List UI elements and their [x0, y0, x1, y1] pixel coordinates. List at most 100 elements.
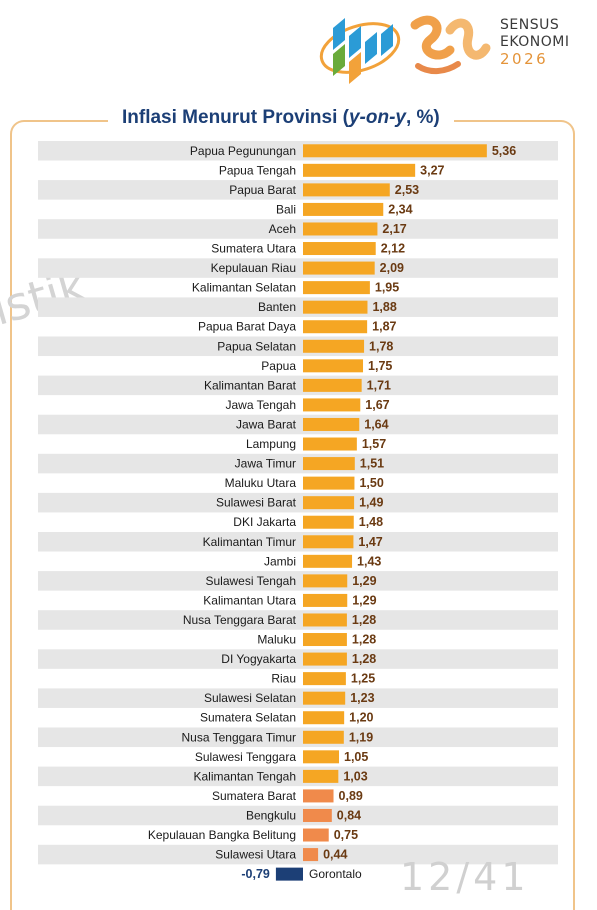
title-end: , %) [405, 107, 440, 128]
bar [303, 535, 354, 549]
row-stripe [38, 844, 558, 865]
value-label: 0,89 [339, 789, 363, 803]
value-label: 1,25 [351, 672, 375, 686]
value-label: 1,28 [352, 613, 376, 627]
bar [303, 750, 340, 764]
bar [303, 554, 353, 568]
category-label: Papua Tengah [219, 163, 296, 177]
bar [303, 457, 355, 471]
category-label: Kalimantan Tengah [193, 769, 296, 783]
category-label: Bali [276, 202, 296, 216]
bar [303, 202, 384, 216]
row-stripe [38, 414, 558, 435]
bar [303, 242, 376, 256]
bar [303, 652, 347, 666]
bar [303, 417, 360, 431]
bar [303, 672, 346, 686]
category-label: Nusa Tenggara Barat [183, 613, 297, 627]
page-number: 12/41 [400, 855, 530, 899]
category-label: Kepulauan Riau [211, 261, 296, 275]
bar [303, 633, 347, 647]
row-stripe [38, 649, 558, 669]
row-stripe [38, 571, 558, 591]
bar [303, 222, 378, 236]
value-label: 1,64 [364, 417, 388, 431]
bar [303, 261, 375, 275]
value-label: 1,49 [359, 496, 383, 510]
bar [303, 183, 390, 197]
row-stripe [38, 180, 558, 200]
sensus-ekonomi-logo-icon [410, 15, 491, 74]
wordmark-year: 2026 [500, 50, 549, 68]
bar [303, 476, 355, 490]
bar [303, 437, 357, 451]
category-label: Kepulauan Bangka Belitung [148, 828, 296, 842]
bar [303, 163, 416, 177]
sensus-ekonomi-wordmark: SENSUS EKONOMI 2026 [500, 17, 569, 68]
value-label: 1,78 [369, 339, 393, 353]
category-label: Sulawesi Barat [216, 496, 297, 510]
title-main: Inflasi Menurut Provinsi ( [122, 107, 349, 128]
bar [303, 496, 355, 510]
bar [303, 144, 487, 158]
value-label: 1,95 [375, 281, 399, 295]
category-label: Sumatera Utara [211, 242, 296, 256]
row-stripe [38, 727, 558, 748]
value-label: 1,43 [357, 554, 381, 568]
value-label: 2,53 [395, 183, 419, 197]
value-label: 1,29 [352, 574, 376, 588]
chart-title: Inflasi Menurut Provinsi (y-on-y, %) [108, 104, 454, 132]
category-label: Aceh [269, 222, 296, 236]
title-italic: y-on-y [348, 107, 406, 128]
category-label: Maluku Utara [225, 476, 297, 490]
chart-rows: Papua Pegunungan 5,36 Papua Tengah 3,27 Papu… [38, 141, 558, 881]
category-label: Banten [258, 300, 296, 314]
value-label: 1,71 [367, 378, 391, 392]
row-stripe [38, 610, 558, 630]
category-label: Nusa Tenggara Timur [181, 730, 296, 744]
category-label: Jawa Barat [236, 417, 297, 431]
wordmark-line2: EKONOMI [500, 34, 570, 50]
category-label: Sumatera Selatan [200, 711, 296, 725]
value-label: 1,28 [352, 633, 376, 647]
value-label: 0,84 [337, 808, 361, 822]
value-label: 1,23 [350, 691, 374, 705]
category-label: Papua Pegunungan [190, 144, 296, 158]
bps-logo-icon [319, 18, 401, 84]
value-label: 2,09 [380, 261, 404, 275]
bar [303, 574, 348, 588]
row-stripe [38, 688, 558, 708]
value-label: 1,48 [359, 515, 383, 529]
bar-chart: Papua Pegunungan 5,36 Papua Tengah 3,27 Papu… [38, 141, 558, 881]
bar [303, 300, 368, 314]
bar [303, 515, 354, 529]
value-label: 1,28 [352, 652, 376, 666]
bar [303, 730, 344, 744]
category-label: Sulawesi Utara [215, 848, 296, 862]
bar [303, 848, 319, 862]
value-label: -0,79 [241, 867, 270, 881]
category-label: Sumatera Barat [212, 789, 297, 803]
category-label: Papua Barat Daya [198, 320, 296, 334]
value-label: 1,19 [349, 730, 373, 744]
category-label: DKI Jakarta [233, 515, 296, 529]
category-label: Lampung [246, 437, 296, 451]
bar [303, 359, 364, 373]
value-label: 1,50 [359, 476, 383, 490]
row-stripe [38, 805, 558, 826]
row-stripe [38, 532, 558, 552]
category-label: DI Yogyakarta [221, 652, 296, 666]
row-stripe [38, 297, 558, 317]
category-label: Kalimantan Barat [204, 378, 297, 392]
bar [303, 339, 365, 353]
category-label: Jawa Timur [235, 457, 296, 471]
value-label: 1,20 [349, 711, 373, 725]
bar [303, 320, 368, 334]
value-label: 1,87 [372, 320, 396, 334]
bar [303, 378, 362, 392]
bar [303, 398, 361, 412]
header-logos: SENSUS EKONOMI 2026 [0, 0, 597, 100]
category-label: Kalimantan Selatan [192, 281, 296, 295]
wordmark-line1: SENSUS [500, 17, 560, 33]
category-label: Jambi [264, 554, 296, 568]
